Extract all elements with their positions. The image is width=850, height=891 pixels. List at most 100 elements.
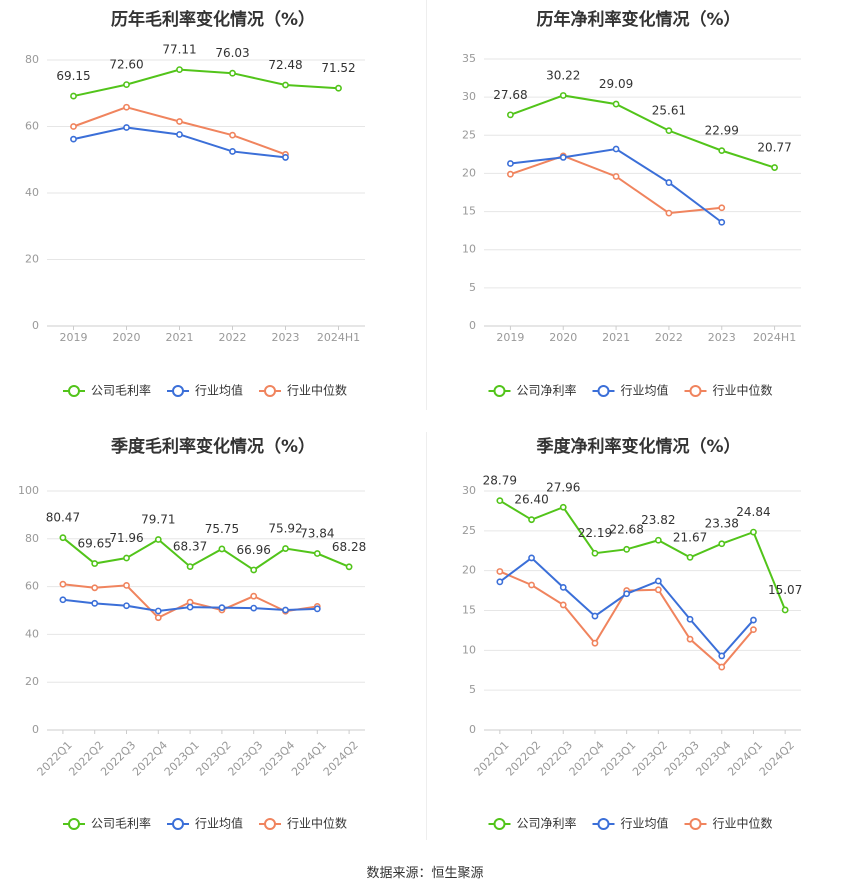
y-tick-label: 20 [25, 253, 39, 266]
y-tick-label: 100 [18, 484, 39, 497]
data-label: 20.77 [757, 141, 791, 155]
series-line [510, 154, 722, 215]
data-point [123, 124, 130, 131]
data-point [718, 663, 726, 671]
series-line [499, 499, 787, 611]
data-point [229, 148, 236, 155]
quarterly-gross-margin-chart: 季度毛利率变化情况（%）0204060801002022Q12022Q22022… [18, 436, 366, 831]
x-tick-label: 2022 [219, 331, 247, 344]
data-label: 27.68 [493, 88, 527, 102]
data-point [507, 111, 514, 119]
data-label: 79.71 [141, 512, 175, 526]
y-tick-label: 20 [25, 675, 39, 688]
legend-label: 公司净利率 [517, 383, 577, 398]
x-tick-label: 2019 [60, 331, 88, 344]
data-point [781, 606, 789, 614]
vertical-divider [426, 0, 427, 410]
data-label: 71.96 [109, 531, 143, 545]
data-point [229, 69, 236, 77]
legend-label: 行业中位数 [713, 816, 773, 831]
data-point [59, 596, 67, 604]
y-tick-label: 10 [462, 643, 476, 656]
data-point [123, 602, 130, 610]
y-tick-label: 0 [469, 319, 476, 332]
x-tick-label: 2024H1 [753, 331, 796, 344]
data-label: 69.15 [56, 69, 90, 83]
data-label: 30.22 [546, 68, 580, 82]
legend-label: 行业中位数 [713, 383, 773, 398]
data-point [654, 536, 662, 544]
legend-marker [689, 818, 702, 830]
data-point [91, 560, 99, 567]
data-point [612, 100, 620, 108]
data-point [559, 601, 567, 609]
x-tick-label: 2020 [549, 331, 577, 344]
data-point [70, 135, 77, 143]
data-point [750, 626, 757, 634]
data-point [229, 131, 236, 139]
data-point [507, 160, 514, 167]
y-tick-label: 20 [462, 564, 476, 577]
data-point [313, 550, 321, 557]
data-point [718, 147, 726, 155]
data-point [70, 123, 77, 130]
series-line [73, 106, 286, 156]
data-point [559, 503, 567, 511]
data-point [528, 554, 535, 562]
data-label: 29.09 [599, 77, 633, 91]
series-line [499, 556, 755, 658]
x-tick-label: 2024H1 [317, 331, 360, 344]
data-label: 27.96 [546, 480, 580, 494]
y-tick-label: 0 [32, 723, 39, 736]
y-tick-label: 60 [25, 120, 39, 133]
data-point [250, 566, 258, 574]
data-point [91, 584, 99, 592]
legend-marker [68, 818, 80, 830]
y-tick-label: 25 [462, 524, 476, 537]
data-point [591, 549, 599, 557]
series-line [510, 94, 775, 169]
y-tick-label: 35 [462, 52, 476, 65]
data-point [282, 81, 289, 89]
legend-label: 公司净利率 [517, 816, 577, 831]
data-point [718, 540, 726, 548]
legend-marker [68, 385, 80, 397]
data-point [154, 614, 162, 622]
chart-title: 季度净利率变化情况（%） [536, 436, 740, 457]
data-point [718, 218, 726, 226]
legend-label: 公司毛利率 [91, 816, 151, 831]
data-label: 75.75 [205, 522, 239, 536]
series-line [73, 68, 339, 98]
y-tick-label: 5 [469, 683, 476, 696]
data-label: 73.84 [300, 527, 334, 541]
data-label: 23.38 [705, 517, 739, 531]
data-label: 26.40 [514, 493, 548, 507]
data-point [623, 545, 631, 553]
data-label: 69.65 [78, 537, 112, 551]
legend-marker [264, 818, 276, 830]
data-point [686, 553, 694, 561]
legend-marker [172, 818, 184, 830]
y-tick-label: 0 [32, 319, 39, 332]
y-tick-label: 30 [462, 484, 476, 497]
chart-title: 历年净利率变化情况（%） [536, 9, 740, 30]
data-point [218, 604, 226, 612]
data-label: 68.28 [332, 540, 366, 554]
data-point [654, 586, 662, 594]
data-point [750, 528, 757, 536]
data-point [335, 84, 342, 92]
x-tick-label: 2023 [708, 331, 736, 344]
annual-gross-margin-chart: 历年毛利率变化情况（%） 0 20 40 60 80 2019 2020 2021 2022 202… [25, 9, 365, 398]
data-point [496, 578, 504, 586]
vertical-divider [426, 432, 427, 840]
annual-net-margin-chart: 历年净利率变化情况（%） 0 5 10 15 20 25 30 35 2019 2020 2021 20… [462, 9, 801, 398]
series-line [62, 536, 350, 572]
data-source: 数据来源：恒生聚源 [366, 866, 484, 881]
data-point [250, 592, 258, 600]
data-label: 72.48 [268, 58, 302, 72]
data-point [623, 590, 631, 598]
x-tick-label: 2021 [602, 331, 630, 344]
x-tick-label: 2023 [272, 331, 300, 344]
y-tick-label: 20 [462, 166, 476, 179]
legend-label: 行业均值 [621, 383, 669, 398]
